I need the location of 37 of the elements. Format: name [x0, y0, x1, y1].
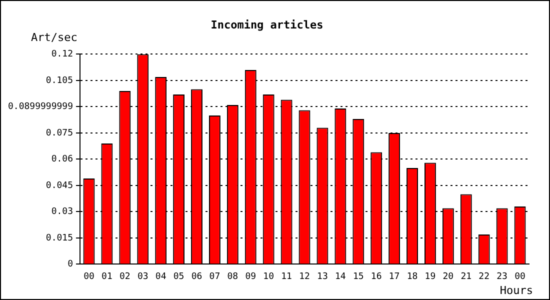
x-tick-label: 10: [263, 272, 274, 282]
y-tick-label: 0: [68, 260, 74, 270]
y-tick-label: 0.045: [46, 180, 74, 191]
x-tick-label: 23: [496, 272, 508, 282]
x-tick-label: 04: [155, 272, 166, 282]
chart-title: Incoming articles: [210, 18, 324, 32]
x-tick-label: 18: [406, 272, 418, 282]
y-tick-label: 0.015: [46, 233, 74, 244]
x-tick-label: 21: [460, 272, 472, 282]
x-tick-label: 17: [388, 272, 400, 282]
x-tick-label: 15: [352, 272, 364, 282]
x-tick-label: 08: [227, 272, 238, 282]
x-tick-label: 07: [209, 272, 220, 282]
x-tick-label: 02: [119, 272, 130, 282]
y-axis-title: Art/sec: [31, 31, 78, 44]
x-tick-label: 01: [102, 272, 112, 282]
y-tick-label: 0.105: [46, 76, 74, 86]
y-tick-label: 0.075: [46, 128, 74, 138]
y-tick-label: 0.03: [51, 207, 74, 218]
x-tick-label: 00: [84, 272, 94, 282]
y-tick-label: 0.12: [51, 50, 74, 60]
x-tick-label: 05: [173, 272, 184, 282]
x-tick-label: 20: [442, 272, 454, 282]
x-tick-label: 22: [478, 272, 490, 282]
x-tick-label: 00: [514, 272, 526, 282]
x-tick-label: 19: [424, 272, 436, 282]
x-tick-label: 14: [335, 272, 346, 282]
x-tick-label: 11: [281, 272, 292, 282]
x-tick-label: 16: [370, 272, 382, 282]
x-tick-label: 12: [299, 272, 310, 282]
x-tick-label: 09: [245, 272, 256, 282]
x-axis-title: Hours: [500, 284, 533, 297]
y-tick-label: 0.06: [51, 154, 74, 165]
x-tick-label: 06: [191, 272, 202, 282]
x-tick-label: 03: [137, 272, 148, 282]
y-tick-label: 0.0899999999: [8, 102, 74, 112]
x-tick-label: 13: [317, 272, 328, 282]
